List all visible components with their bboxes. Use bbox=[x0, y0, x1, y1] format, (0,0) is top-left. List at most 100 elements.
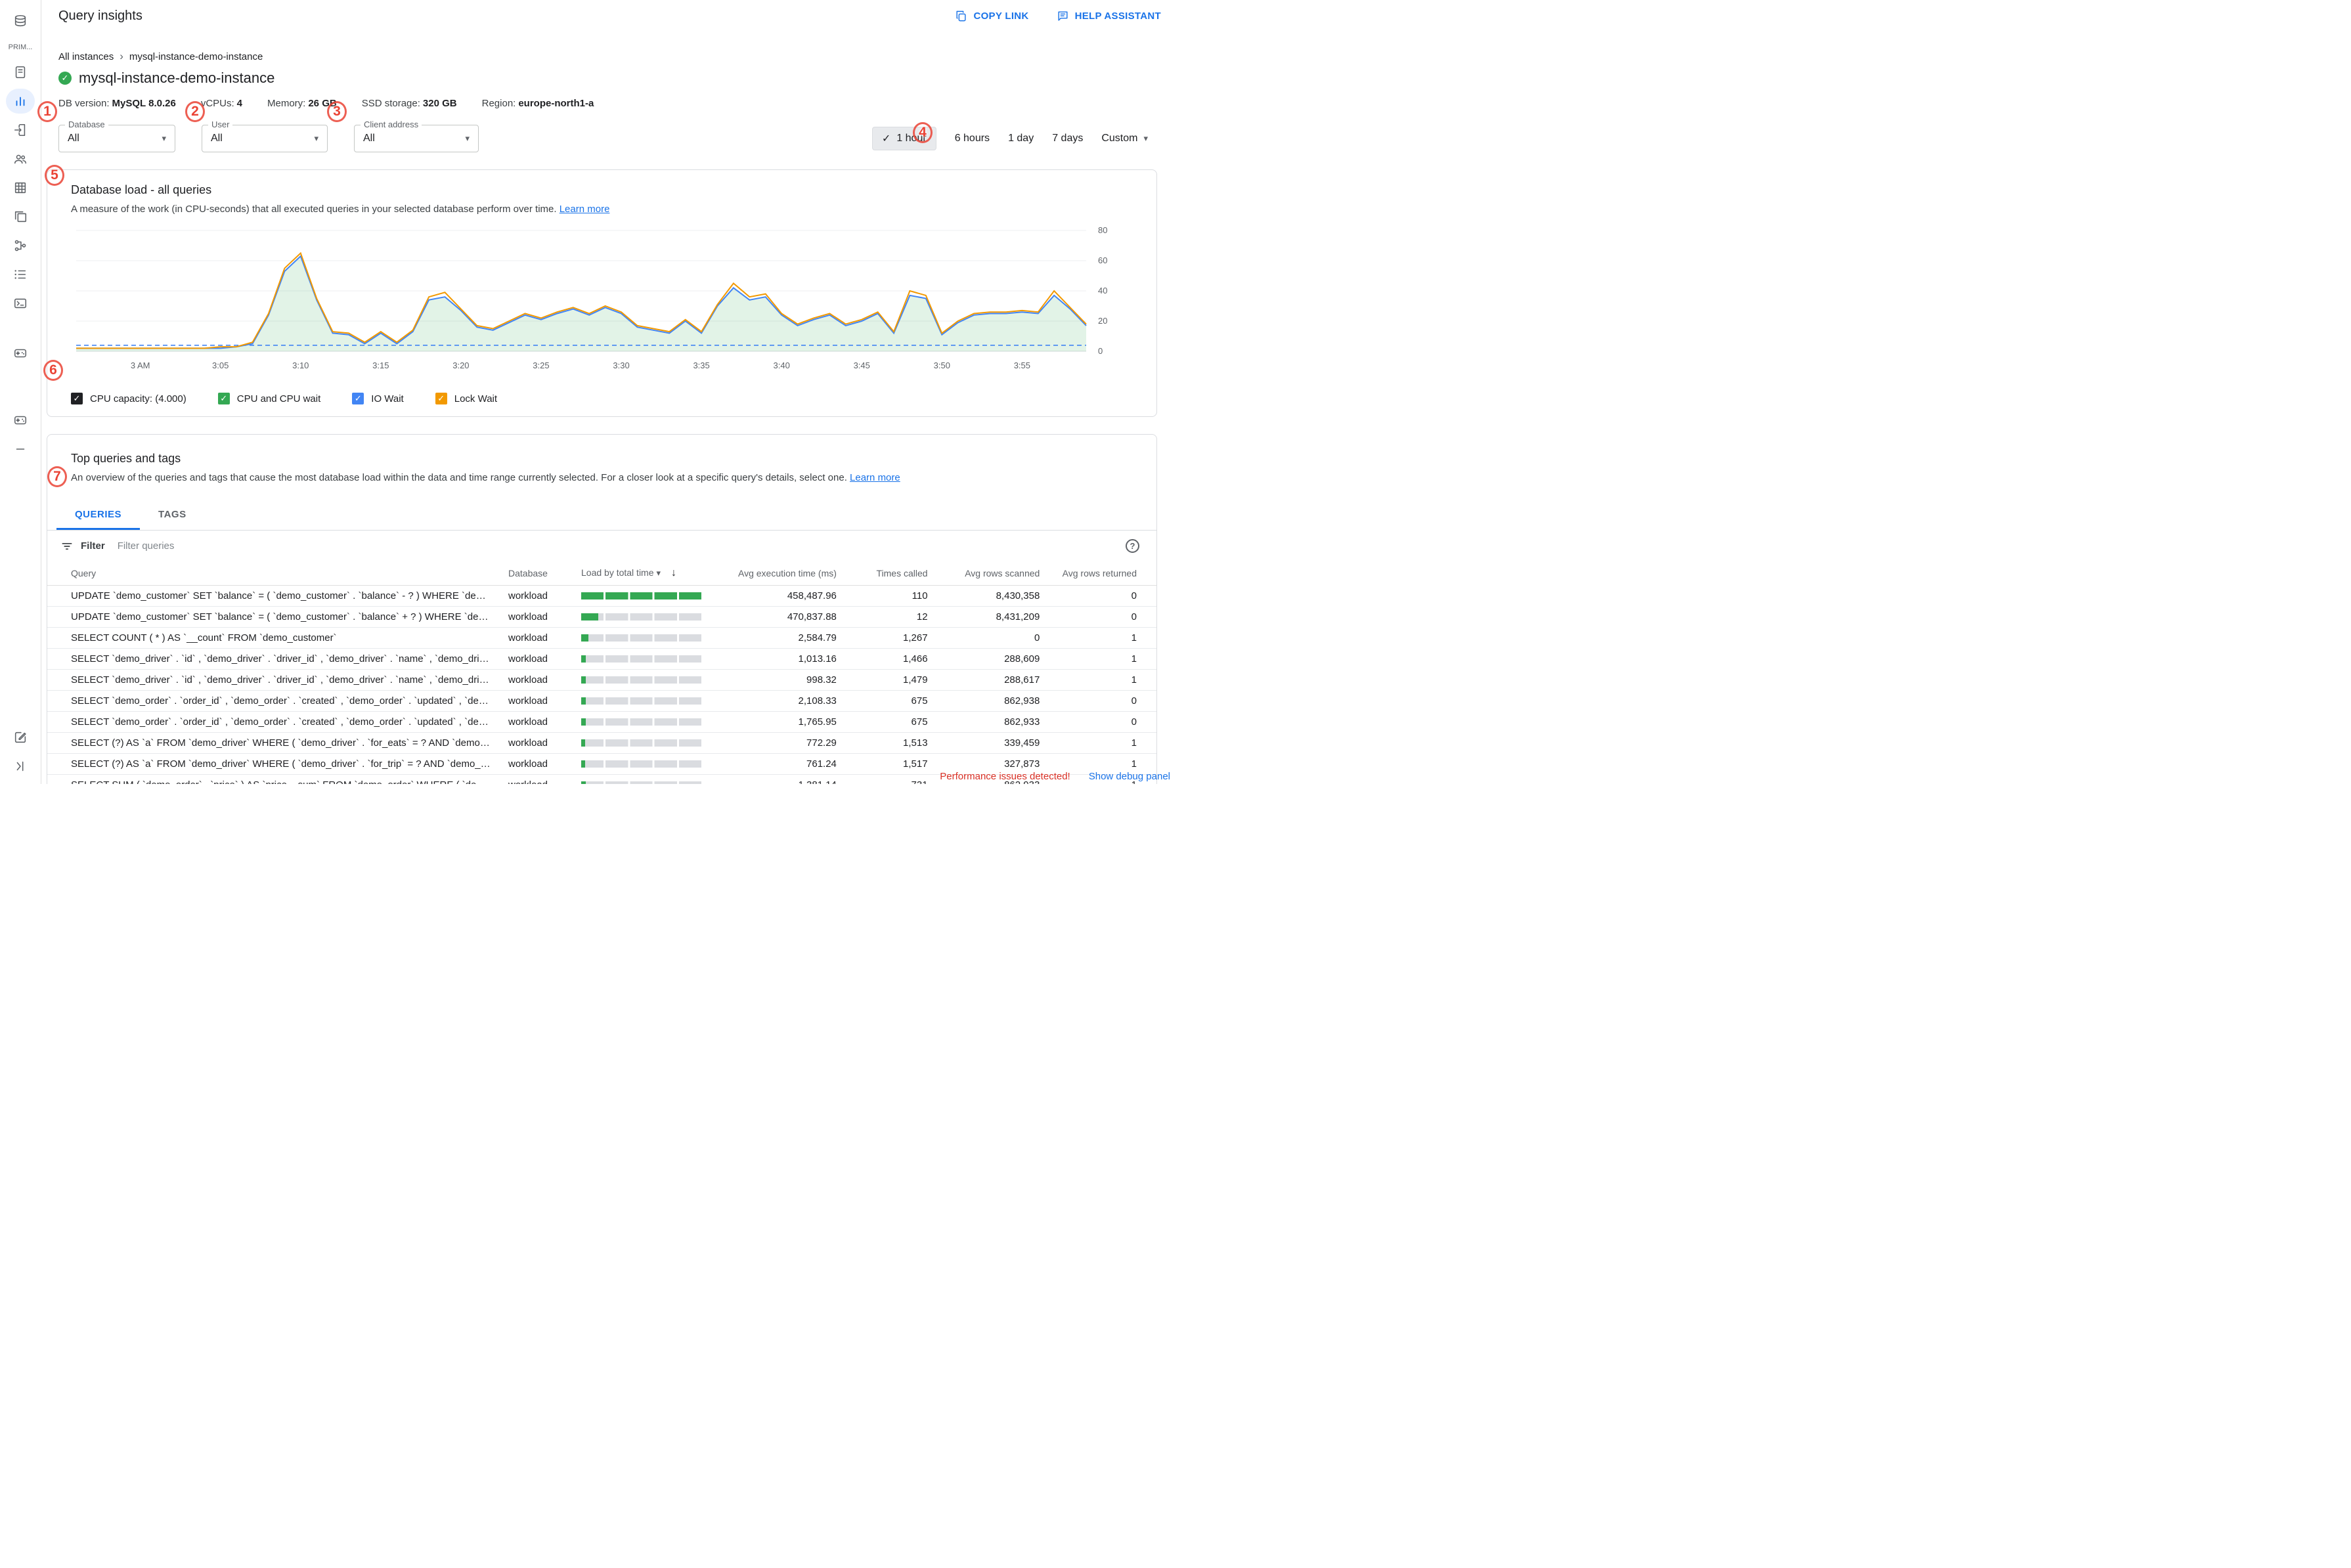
column-avg-rows-scanned[interactable]: Avg rows scanned bbox=[935, 561, 1048, 586]
table-row[interactable]: UPDATE `demo_customer` SET `balance` = (… bbox=[47, 606, 1156, 628]
main-area: Query insights COPY LINK HELP ASSISTANT … bbox=[41, 0, 1176, 784]
copy-link-button[interactable]: COPY LINK bbox=[951, 9, 1032, 23]
query-cell[interactable]: UPDATE `demo_customer` SET `balance` = (… bbox=[47, 606, 500, 628]
load-cell bbox=[573, 606, 714, 628]
database-cell: workload bbox=[500, 669, 573, 691]
tab-tags[interactable]: TAGS bbox=[158, 509, 187, 520]
svg-text:60: 60 bbox=[1098, 255, 1107, 265]
table-row[interactable]: UPDATE `demo_customer` SET `balance` = (… bbox=[47, 585, 1156, 607]
avg-execution-time-cell: 2,108.33 bbox=[713, 690, 845, 712]
table-row[interactable]: SELECT `demo_order` . `order_id` , `demo… bbox=[47, 690, 1156, 712]
user-filter-select[interactable]: User All ▾ bbox=[202, 120, 328, 152]
legend-cpu-and-cpu-wait[interactable]: ✓ CPU and CPU wait bbox=[217, 393, 320, 404]
tab-queries[interactable]: QUERIES bbox=[56, 499, 140, 530]
column-avg-execution-time[interactable]: Avg execution time (ms) bbox=[713, 561, 845, 586]
svg-text:3:40: 3:40 bbox=[774, 360, 790, 370]
avg-rows-returned-cell: 1 bbox=[1047, 669, 1156, 691]
avg-execution-time-cell: 2,584.79 bbox=[713, 627, 845, 649]
load-bar bbox=[581, 781, 703, 784]
query-cell[interactable]: SELECT COUNT ( * ) AS `__count` FROM `de… bbox=[47, 627, 500, 649]
database-cell: workload bbox=[500, 753, 573, 775]
filter-queries-input[interactable] bbox=[116, 540, 1118, 552]
column-query[interactable]: Query bbox=[47, 561, 500, 586]
connections-icon[interactable] bbox=[6, 118, 35, 142]
column-times-called[interactable]: Times called bbox=[844, 561, 936, 586]
times-called-cell: 1,267 bbox=[844, 627, 936, 649]
query-cell[interactable]: SELECT `demo_driver` . `id` , `demo_driv… bbox=[47, 648, 500, 670]
collapse-panel-icon[interactable] bbox=[6, 754, 35, 779]
time-range-1-hour[interactable]: ✓ 1 hour bbox=[871, 127, 936, 150]
help-assistant-button[interactable]: HELP ASSISTANT bbox=[1053, 9, 1165, 23]
load-cell bbox=[573, 627, 714, 649]
cloud-sql-logo-icon[interactable] bbox=[6, 9, 35, 33]
load-cell bbox=[573, 732, 714, 754]
caret-down-icon: ▾ bbox=[314, 133, 319, 143]
help-icon[interactable]: ? bbox=[1126, 539, 1139, 553]
console-icon[interactable] bbox=[6, 341, 35, 366]
avg-rows-scanned-cell: 339,459 bbox=[935, 732, 1048, 754]
lock-wait-checkbox[interactable]: ✓ bbox=[435, 393, 447, 404]
query-cell[interactable]: SELECT `demo_order` . `order_id` , `demo… bbox=[47, 690, 500, 712]
replicas-icon[interactable] bbox=[6, 233, 35, 258]
table-row[interactable]: SELECT SUM ( `demo_order` . `price` ) AS… bbox=[47, 774, 1156, 784]
svg-text:3:10: 3:10 bbox=[292, 360, 309, 370]
time-range-custom[interactable]: Custom ▾ bbox=[1101, 133, 1148, 144]
studio-icon[interactable] bbox=[6, 408, 35, 433]
database-filter-select[interactable]: Database All ▾ bbox=[58, 120, 175, 152]
time-range-selector: ✓ 1 hour 6 hours 1 day 7 days Custom ▾ bbox=[871, 127, 1148, 150]
table-row[interactable]: SELECT `demo_driver` . `id` , `demo_driv… bbox=[47, 648, 1156, 670]
table-row[interactable]: SELECT COUNT ( * ) AS `__count` FROM `de… bbox=[47, 627, 1156, 649]
svg-text:80: 80 bbox=[1098, 225, 1107, 235]
io-wait-checkbox[interactable]: ✓ bbox=[352, 393, 364, 404]
query-cell[interactable]: UPDATE `demo_customer` SET `balance` = (… bbox=[47, 585, 500, 607]
overview-icon[interactable] bbox=[6, 60, 35, 85]
check-icon: ✓ bbox=[881, 133, 891, 144]
legend-io-wait[interactable]: ✓ IO Wait bbox=[352, 393, 404, 404]
user-filter-label: User bbox=[208, 120, 233, 129]
release-notes-icon[interactable] bbox=[6, 725, 35, 750]
table-row[interactable]: SELECT (?) AS `a` FROM `demo_driver` WHE… bbox=[47, 753, 1156, 775]
column-load-by-total-time[interactable]: Load by total time ▾ ↓ bbox=[573, 561, 714, 586]
time-range-1-day[interactable]: 1 day bbox=[1008, 133, 1034, 144]
time-range-7-days[interactable]: 7 days bbox=[1052, 133, 1084, 144]
table-row[interactable]: SELECT `demo_driver` . `id` , `demo_driv… bbox=[47, 669, 1156, 691]
filter-bar: Filter ? bbox=[47, 531, 1156, 561]
instance-title: mysql-instance-demo-instance bbox=[79, 70, 275, 86]
operations-icon[interactable] bbox=[6, 262, 35, 287]
users-icon[interactable] bbox=[6, 146, 35, 171]
avg-execution-time-cell: 998.32 bbox=[713, 669, 845, 691]
show-debug-panel-link[interactable]: Show debug panel bbox=[1088, 771, 1170, 782]
table-row[interactable]: SELECT (?) AS `a` FROM `demo_driver` WHE… bbox=[47, 732, 1156, 754]
times-called-cell: 675 bbox=[844, 690, 936, 712]
databases-icon[interactable] bbox=[6, 175, 35, 200]
svg-text:20: 20 bbox=[1098, 316, 1107, 326]
cpu-capacity-checkbox[interactable]: ✓ bbox=[71, 393, 83, 404]
terminal-icon[interactable] bbox=[6, 291, 35, 316]
database-load-chart[interactable]: 0 20 40 60 80 3 AM 3:05 3:10 3:15 3:20 3:25 3:30 3:3… bbox=[71, 224, 1135, 386]
query-cell[interactable]: SELECT `demo_order` . `order_id` , `demo… bbox=[47, 711, 500, 733]
backups-icon[interactable] bbox=[6, 204, 35, 229]
top-queries-card: Top queries and tags An overview of the … bbox=[47, 434, 1157, 784]
query-cell[interactable]: SELECT (?) AS `a` FROM `demo_driver` WHE… bbox=[47, 753, 500, 775]
cpu-and-cpu-wait-checkbox[interactable]: ✓ bbox=[217, 393, 230, 404]
query-cell[interactable]: SELECT `demo_driver` . `id` , `demo_driv… bbox=[47, 669, 500, 691]
column-database[interactable]: Database bbox=[500, 561, 573, 586]
breadcrumb-all-instances[interactable]: All instances bbox=[58, 51, 114, 62]
load-bar bbox=[581, 613, 703, 621]
time-range-6-hours[interactable]: 6 hours bbox=[954, 133, 990, 144]
avg-rows-returned-cell: 1 bbox=[1047, 627, 1156, 649]
query-cell[interactable]: SELECT (?) AS `a` FROM `demo_driver` WHE… bbox=[47, 732, 500, 754]
column-avg-rows-returned[interactable]: Avg rows returned bbox=[1047, 561, 1156, 586]
load-bar bbox=[581, 718, 703, 726]
times-called-cell: 675 bbox=[844, 711, 936, 733]
load-learn-more-link[interactable]: Learn more bbox=[559, 204, 610, 215]
memory-info: Memory: 26 GB bbox=[267, 98, 337, 109]
query-cell[interactable]: SELECT SUM ( `demo_order` . `price` ) AS… bbox=[47, 774, 500, 784]
query-insights-icon[interactable] bbox=[6, 89, 35, 114]
client-address-filter-select[interactable]: Client address All ▾ bbox=[354, 120, 479, 152]
legend-cpu-capacity[interactable]: ✓ CPU capacity: (4.000) bbox=[71, 393, 187, 404]
queries-learn-more-link[interactable]: Learn more bbox=[850, 472, 900, 483]
avg-rows-returned-cell: 0 bbox=[1047, 690, 1156, 712]
legend-lock-wait[interactable]: ✓ Lock Wait bbox=[435, 393, 497, 404]
table-row[interactable]: SELECT `demo_order` . `order_id` , `demo… bbox=[47, 711, 1156, 733]
